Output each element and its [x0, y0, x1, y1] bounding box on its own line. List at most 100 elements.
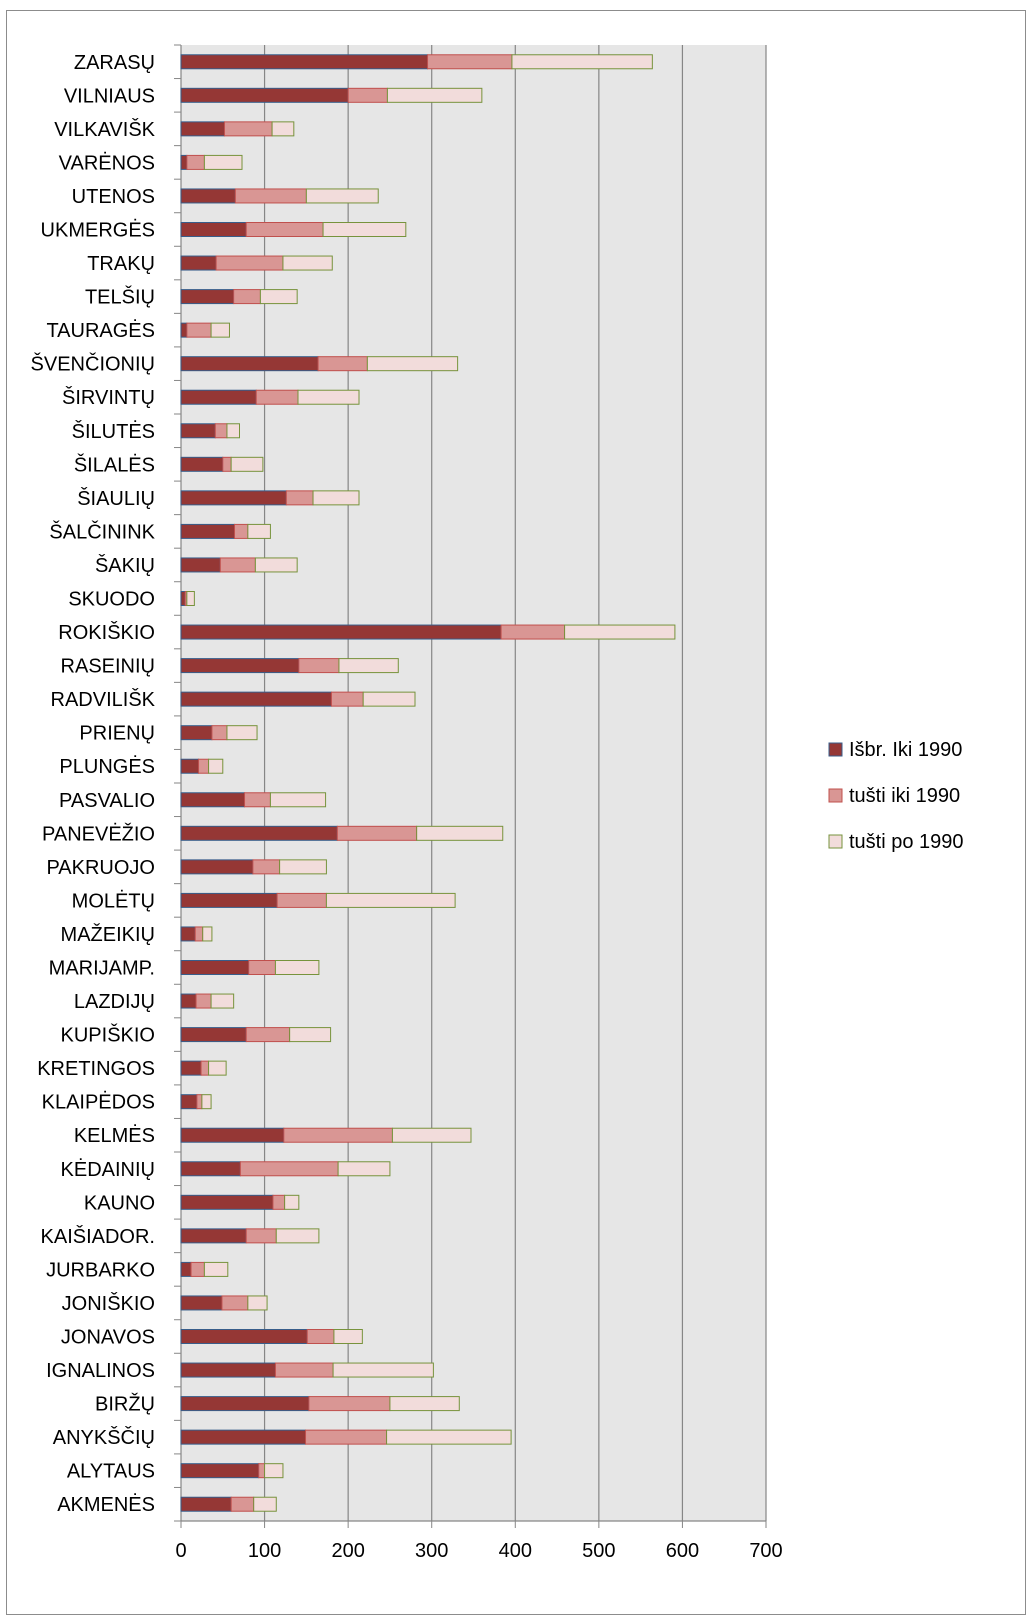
bar-segment-series-1[interactable] [180, 825, 338, 841]
bar-segment-series-1[interactable] [180, 356, 319, 372]
bar-segment-series-3[interactable] [210, 993, 235, 1009]
bar-segment-series-1[interactable] [180, 960, 250, 975]
bar-segment-series-3[interactable] [203, 1261, 229, 1277]
bar-segment-series-2[interactable] [258, 1463, 266, 1479]
bar-segment-series-3[interactable] [511, 54, 653, 70]
bar-segment-series-1[interactable] [180, 892, 278, 908]
bar-segment-series-1[interactable] [180, 1396, 310, 1412]
bar-segment-series-1[interactable] [180, 1429, 307, 1445]
bar-segment-series-1[interactable] [180, 1027, 247, 1043]
bar-segment-series-3[interactable] [333, 1329, 363, 1344]
bar-segment-series-2[interactable] [221, 1295, 249, 1311]
bar-segment-series-1[interactable] [180, 1463, 260, 1479]
bar-segment-series-2[interactable] [308, 1396, 391, 1412]
bar-segment-series-2[interactable] [500, 624, 566, 640]
bar-segment-series-2[interactable] [198, 758, 210, 774]
bar-segment-series-1[interactable] [180, 591, 186, 606]
bar-segment-series-2[interactable] [245, 1027, 291, 1043]
bar-segment-series-2[interactable] [306, 1329, 335, 1344]
bar-segment-series-2[interactable] [305, 1429, 388, 1445]
bar-segment-series-2[interactable] [427, 54, 513, 70]
bar-segment-series-3[interactable] [274, 960, 320, 975]
bar-segment-series-1[interactable] [180, 993, 197, 1009]
bar-segment-series-2[interactable] [248, 960, 276, 975]
bar-segment-series-3[interactable] [247, 523, 271, 539]
bar-segment-series-1[interactable] [180, 456, 224, 472]
bar-segment-series-2[interactable] [194, 926, 204, 942]
bar-segment-series-3[interactable] [271, 121, 295, 137]
bar-segment-series-1[interactable] [180, 255, 217, 271]
bar-segment-series-1[interactable] [180, 1161, 241, 1177]
bar-segment-series-2[interactable] [195, 993, 212, 1009]
bar-segment-series-3[interactable] [366, 356, 459, 372]
bar-segment-series-3[interactable] [208, 758, 224, 774]
bar-segment-series-1[interactable] [180, 121, 225, 137]
bar-segment-series-3[interactable] [389, 1396, 460, 1412]
bar-segment-series-2[interactable] [190, 1261, 205, 1277]
bar-segment-series-1[interactable] [180, 1261, 192, 1277]
bar-segment-series-3[interactable] [264, 1463, 284, 1479]
bar-segment-series-3[interactable] [226, 423, 240, 439]
bar-segment-series-3[interactable] [312, 490, 360, 506]
bar-segment-series-2[interactable] [239, 1161, 339, 1177]
bar-segment-series-2[interactable] [245, 1228, 277, 1244]
bar-segment-series-1[interactable] [180, 624, 502, 640]
bar-segment-series-1[interactable] [180, 859, 254, 875]
bar-segment-series-2[interactable] [219, 557, 256, 573]
bar-segment-series-2[interactable] [233, 523, 249, 539]
bar-segment-series-3[interactable] [210, 322, 230, 338]
bar-segment-series-3[interactable] [282, 255, 333, 271]
bar-segment-series-2[interactable] [230, 1496, 255, 1512]
bar-segment-series-3[interactable] [297, 389, 360, 405]
bar-segment-series-2[interactable] [186, 154, 205, 170]
bar-segment-series-1[interactable] [180, 1496, 232, 1512]
bar-segment-series-2[interactable] [233, 289, 261, 305]
bar-segment-series-3[interactable] [275, 1228, 320, 1244]
bar-segment-series-1[interactable] [180, 725, 213, 741]
bar-segment-series-2[interactable] [215, 255, 284, 271]
bar-segment-series-3[interactable] [208, 1060, 227, 1076]
bar-segment-series-1[interactable] [180, 1295, 223, 1311]
bar-segment-series-1[interactable] [180, 490, 287, 506]
bar-segment-series-1[interactable] [180, 792, 246, 808]
bar-segment-series-3[interactable] [226, 725, 258, 741]
bar-segment-series-1[interactable] [180, 1228, 247, 1244]
bar-segment-series-1[interactable] [180, 1127, 285, 1143]
bar-segment-series-2[interactable] [330, 691, 364, 707]
bar-segment-series-2[interactable] [255, 389, 299, 405]
bar-segment-series-1[interactable] [180, 557, 221, 573]
bar-segment-series-1[interactable] [180, 926, 196, 942]
bar-segment-series-3[interactable] [203, 154, 243, 170]
bar-segment-series-3[interactable] [230, 456, 264, 472]
bar-segment-series-1[interactable] [180, 658, 300, 674]
bar-segment-series-2[interactable] [317, 356, 368, 372]
bar-segment-series-1[interactable] [180, 758, 200, 774]
bar-segment-series-2[interactable] [285, 490, 314, 506]
bar-segment-series-3[interactable] [186, 591, 195, 606]
bar-segment-series-3[interactable] [305, 188, 379, 204]
bar-segment-series-2[interactable] [336, 825, 418, 841]
bar-segment-series-1[interactable] [180, 188, 236, 204]
bar-segment-series-2[interactable] [276, 892, 327, 908]
bar-segment-series-2[interactable] [234, 188, 307, 204]
bar-segment-series-3[interactable] [564, 624, 676, 640]
bar-segment-series-1[interactable] [180, 389, 257, 405]
bar-segment-series-3[interactable] [322, 222, 407, 237]
bar-segment-series-2[interactable] [196, 1094, 203, 1110]
bar-segment-series-1[interactable] [180, 1060, 202, 1076]
bar-segment-series-3[interactable] [391, 1127, 472, 1143]
bar-segment-series-3[interactable] [325, 892, 456, 908]
bar-segment-series-3[interactable] [337, 1161, 391, 1177]
bar-segment-series-3[interactable] [254, 557, 298, 573]
bar-segment-series-3[interactable] [247, 1295, 268, 1311]
bar-segment-series-3[interactable] [279, 859, 327, 875]
bar-segment-series-3[interactable] [202, 926, 213, 942]
bar-segment-series-1[interactable] [180, 1362, 276, 1378]
bar-segment-series-3[interactable] [416, 825, 504, 841]
bar-segment-series-2[interactable] [252, 859, 281, 875]
bar-segment-series-1[interactable] [180, 1094, 198, 1110]
bar-segment-series-1[interactable] [180, 523, 235, 539]
bar-segment-series-1[interactable] [180, 154, 188, 170]
bar-segment-series-3[interactable] [289, 1027, 332, 1043]
bar-segment-series-1[interactable] [180, 222, 247, 237]
